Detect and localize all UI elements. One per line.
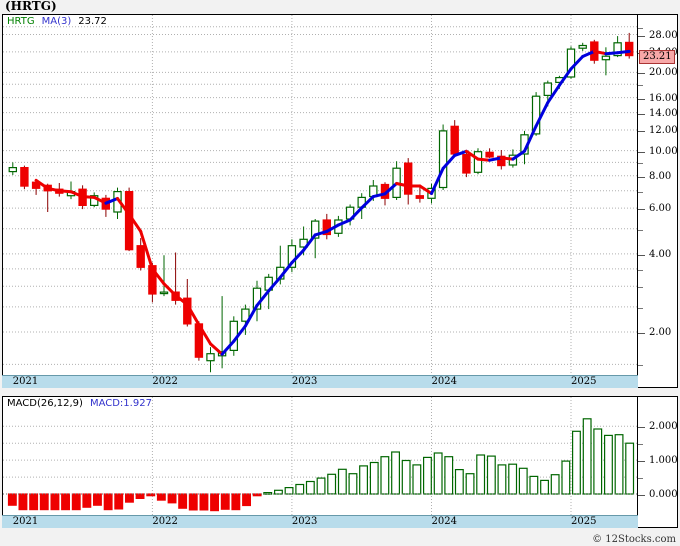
price-x-label: 2024 [431, 376, 457, 387]
price-axis-label: 14.00 [649, 107, 678, 119]
macd-x-label: 2024 [431, 516, 457, 527]
price-chart-panel[interactable]: HRTG MA(3) 23.72 [2, 14, 638, 388]
price-axis-minor-tick [638, 307, 643, 309]
price-axis-tick [638, 254, 645, 256]
last-price-flag: 23.21 [639, 49, 675, 64]
price-axis-minor-tick [638, 191, 643, 193]
macd-axis-tick [638, 495, 645, 496]
macd-x-label: 2021 [12, 516, 39, 527]
legend-macd-value: MACD:1.927 [89, 398, 152, 409]
price-axis-panel[interactable]: 28.0024.0020.0016.0014.0012.0010.008.006… [637, 14, 678, 388]
legend-symbol: HRTG [7, 16, 35, 27]
price-axis-minor-tick [638, 27, 643, 29]
macd-axis-panel[interactable]: 2.000 1.000 0.000 [637, 396, 678, 528]
price-axis-tick [638, 35, 645, 37]
macd-x-label: 2022 [152, 516, 178, 527]
price-axis-minor-tick [638, 365, 643, 367]
price-x-label: 2021 [12, 376, 39, 387]
price-axis-tick [638, 131, 645, 132]
price-x-label: 2023 [291, 376, 318, 387]
price-axis-label: 12.00 [649, 125, 678, 136]
price-chart-svg [3, 15, 637, 387]
price-x-label: 2022 [152, 376, 178, 387]
macd-axis-label: 0.000 [649, 489, 678, 500]
price-axis-label: 10.00 [649, 145, 678, 157]
legend-macd-indicator: MACD(26,12,9) [7, 398, 83, 409]
macd-axis-tick [638, 444, 643, 446]
price-axis-tick [638, 209, 645, 211]
macd-axis-tick [638, 461, 645, 463]
price-axis-tick [638, 176, 645, 178]
price-axis-minor-tick [638, 229, 643, 231]
macd-x-axis-band: 2021 2022 2023 2024 2025 [2, 515, 638, 528]
macd-chart-panel[interactable]: MACD(26,12,9) MACD:1.927 [2, 396, 638, 528]
macd-axis-tick [638, 478, 643, 480]
copyright-watermark: © 12Stocks.com [592, 534, 676, 545]
window-title: (HRTG) [5, 0, 57, 13]
price-axis-label: 2.00 [649, 327, 672, 338]
price-x-axis-band: 2021 2022 2023 2024 2025 [2, 375, 638, 388]
macd-axis-label: 2.000 [649, 421, 678, 433]
price-axis-label: 16.00 [649, 92, 678, 104]
macd-axis-label: 1.000 [649, 455, 678, 467]
price-axis-tick [638, 151, 645, 153]
macd-legend: MACD(26,12,9) MACD:1.927 [7, 398, 159, 409]
price-axis-tick [638, 113, 645, 115]
price-axis-label: 28.00 [649, 29, 678, 41]
price-axis-minor-tick [638, 163, 643, 165]
price-axis-tick [638, 73, 645, 75]
price-axis-label: 4.00 [649, 248, 672, 260]
macd-x-label: 2023 [291, 516, 318, 527]
macd-x-label: 2025 [571, 516, 597, 527]
legend-ma-value: 23.72 [78, 16, 107, 27]
price-legend: HRTG MA(3) 23.72 [7, 16, 114, 27]
macd-chart-svg [3, 397, 637, 527]
price-axis-minor-tick [638, 85, 643, 87]
price-axis-label: 20.00 [649, 67, 678, 79]
legend-ma-label: MA(3) [41, 16, 72, 27]
price-axis-tick [638, 98, 645, 100]
price-axis-tick [638, 333, 645, 334]
price-axis-minor-tick [638, 287, 643, 289]
price-axis-minor-tick [638, 269, 643, 271]
price-x-label: 2025 [571, 376, 597, 387]
price-axis-label: 6.00 [649, 203, 672, 215]
macd-axis-tick [638, 427, 645, 429]
price-axis-label: 8.00 [649, 170, 672, 182]
